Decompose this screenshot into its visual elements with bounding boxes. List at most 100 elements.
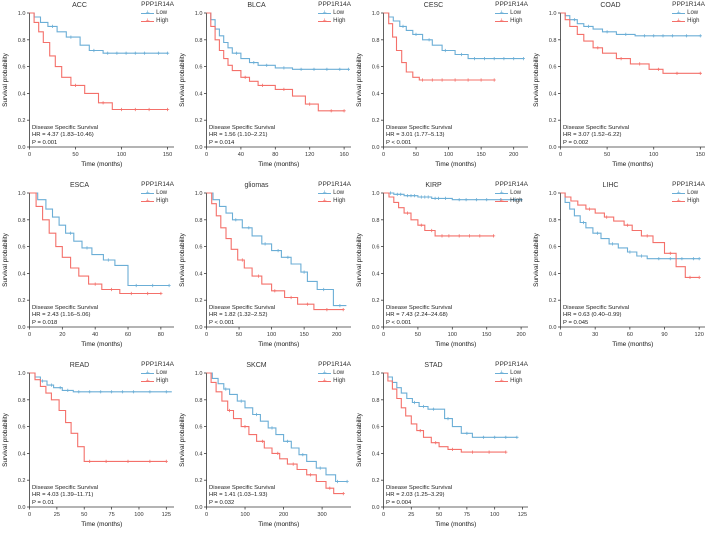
low-curve-marker-icon	[495, 370, 509, 377]
x-tick-label: 25	[54, 512, 60, 518]
annotation-p: P = 0.004	[386, 500, 412, 507]
x-tick-label: 50	[72, 152, 78, 158]
censor-mark	[399, 192, 403, 196]
x-tick-label: 100	[134, 512, 143, 518]
censor-mark	[587, 207, 591, 211]
x-tick-label: 50	[81, 512, 87, 518]
y-tick-label: 0.8	[195, 38, 203, 44]
panel-title: READ	[69, 362, 90, 369]
censor-mark	[457, 198, 461, 202]
km-panel-gliomas: 0.0 0.2 0.4 0.6 0.8 1.0 0 50 100 150 200 Time (mont…	[177, 180, 354, 360]
y-tick-label: 0.4	[549, 271, 557, 277]
censor-mark	[124, 51, 128, 55]
km-panel-blca: 0.0 0.2 0.4 0.6 0.8 1.0 0 40 80 120 160 Time (month…	[177, 0, 354, 180]
censor-mark	[335, 479, 340, 484]
annotation-heading: Disease Specific Survival	[563, 304, 630, 311]
x-tick-label: 200	[509, 152, 518, 158]
km-curve-high	[206, 12, 345, 112]
y-tick-label: 0.4	[195, 451, 203, 457]
legend-title: PPP1R14A	[672, 181, 705, 188]
x-tick-label: 40	[92, 332, 98, 338]
legend-label-low: Low	[156, 190, 168, 196]
censor-mark	[276, 249, 280, 253]
legend-item-low: Low	[141, 369, 174, 377]
censor-mark	[58, 386, 62, 390]
censor-mark	[148, 390, 152, 394]
x-tick-label: 20	[59, 332, 65, 338]
x-tick-label: 150	[163, 152, 172, 158]
censor-mark	[126, 459, 130, 463]
legend-label-high: High	[156, 18, 169, 24]
censor-mark	[423, 195, 427, 199]
km-plot-svg: 0.0 0.2 0.4 0.6 0.8 1.0 0 25 50 75 100 125 Time (mon…	[2, 371, 174, 528]
censor-mark	[572, 18, 577, 22]
annotation: Disease Specific Survival HR = 1.82 (1.3…	[209, 305, 275, 328]
legend: PPP1R14A Low High	[672, 181, 705, 205]
y-tick-label: 0.0	[549, 325, 557, 331]
x-axis-label: Time (months)	[81, 521, 122, 528]
censor-mark	[668, 257, 672, 261]
censor-mark	[166, 107, 170, 112]
y-tick-label: 0.2	[195, 118, 203, 124]
censor-mark	[515, 435, 519, 439]
x-tick-label: 25	[408, 512, 414, 518]
km-panel-stad: 0.0 0.2 0.4 0.6 0.8 1.0 0 25 50 75 100 125 Time (mon…	[354, 360, 531, 540]
y-tick-label: 0.6	[18, 245, 26, 251]
legend: PPP1R14A Low High	[318, 1, 351, 25]
censor-mark	[698, 71, 702, 75]
censor-mark	[426, 195, 430, 199]
censor-mark	[436, 196, 441, 200]
y-tick-label: 0.6	[195, 425, 203, 431]
censor-mark	[519, 198, 523, 202]
y-tick-label: 0.2	[18, 298, 26, 304]
legend-item-low: Low	[672, 9, 705, 17]
censor-mark	[328, 486, 332, 490]
censor-mark	[406, 194, 410, 198]
y-tick-label: 0.8	[372, 218, 380, 224]
low-curve-marker-icon	[495, 190, 509, 197]
annotation-hr: HR = 1.56 (1.10–2.21)	[209, 132, 268, 139]
y-tick-label: 0.4	[372, 271, 380, 277]
censor-mark	[341, 308, 345, 312]
censor-mark	[289, 295, 293, 300]
censor-mark	[427, 38, 431, 42]
legend-item-low: Low	[495, 369, 528, 377]
censor-mark	[605, 215, 609, 219]
censor-mark	[66, 388, 70, 392]
x-tick-label: 75	[108, 512, 114, 518]
censor-mark	[586, 24, 591, 28]
y-tick-label: 0.8	[549, 38, 557, 44]
y-tick-label: 1.0	[372, 371, 380, 377]
annotation-heading: Disease Specific Survival	[32, 124, 99, 131]
censor-mark	[88, 459, 92, 463]
low-curve-marker-icon	[672, 190, 686, 197]
censor-mark	[285, 439, 289, 443]
censor-mark	[467, 234, 472, 238]
annotation-hr: HR = 7.43 (2.24–24.68)	[386, 312, 448, 319]
censor-mark	[146, 291, 150, 296]
y-tick-label: 0.8	[195, 398, 203, 404]
legend-label-high: High	[687, 18, 700, 24]
censor-mark	[625, 223, 630, 227]
annotation-heading: Disease Specific Survival	[32, 484, 99, 491]
censor-mark	[99, 390, 103, 394]
censor-mark	[453, 78, 457, 82]
y-tick-label: 0.6	[18, 65, 26, 71]
km-plot-svg: 0.0 0.2 0.4 0.6 0.8 1.0 0 50 100 150 200 Time (mont…	[179, 191, 351, 348]
annotation: Disease Specific Survival HR = 3.07 (1.5…	[563, 125, 629, 148]
y-tick-label: 0.6	[549, 245, 557, 251]
censor-mark	[470, 450, 474, 454]
annotation-heading: Disease Specific Survival	[563, 124, 630, 131]
annotation-p: P < 0.001	[209, 320, 235, 327]
low-curve-marker-icon	[318, 370, 332, 377]
km-panel-acc: 0.0 0.2 0.4 0.6 0.8 1.0 0 50 100 150 Time (months)…	[0, 0, 177, 180]
panel-title: gliomas	[244, 182, 269, 189]
censor-mark	[473, 57, 477, 61]
y-tick-label: 0.0	[549, 145, 557, 151]
annotation-p: P < 0.001	[386, 320, 412, 327]
x-axis-label: Time (months)	[81, 161, 122, 168]
high-curve-marker-icon	[672, 198, 686, 205]
annotation: Disease Specific Survival HR = 2.43 (1.1…	[32, 305, 98, 328]
y-axis-label: Survival probability	[2, 412, 9, 466]
censor-mark	[409, 194, 413, 198]
